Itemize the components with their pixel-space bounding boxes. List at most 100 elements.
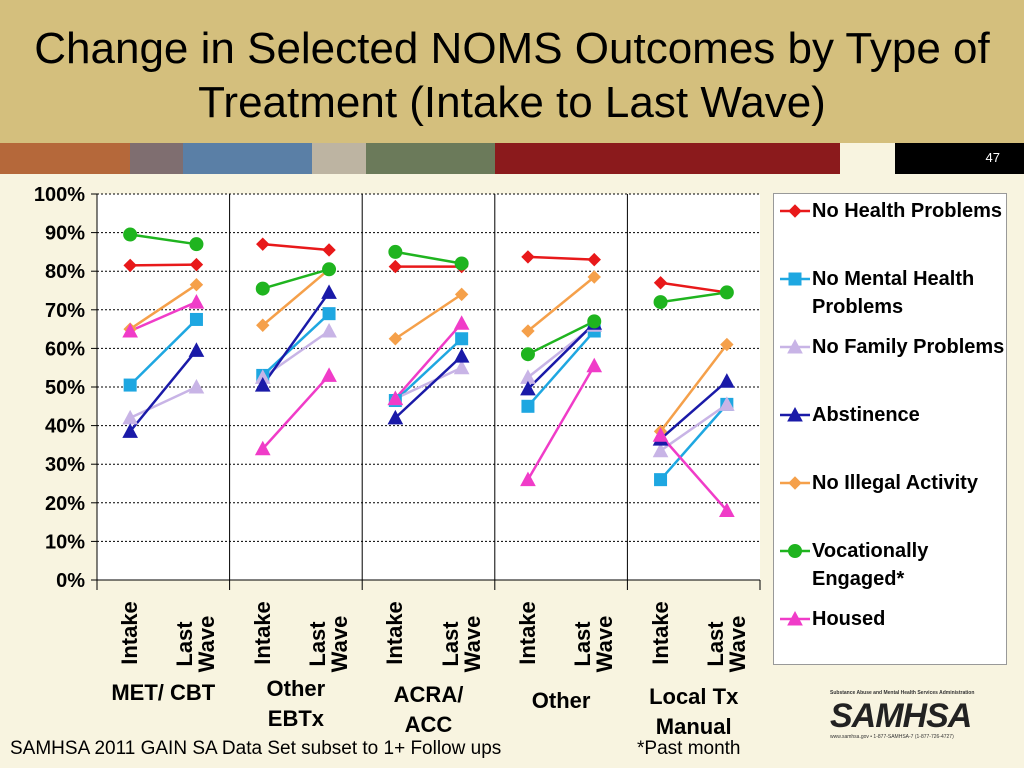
marker <box>256 237 270 251</box>
marker <box>321 284 337 299</box>
group-label: Other EBTx <box>266 676 326 731</box>
legend-keys <box>780 204 810 626</box>
marker <box>123 258 137 273</box>
marker <box>454 287 469 302</box>
x-tick-label: Last Wave <box>437 615 485 673</box>
marker <box>123 227 138 242</box>
marker <box>387 390 404 406</box>
y-tick-label: 30% <box>45 454 85 476</box>
marker <box>188 294 205 309</box>
marker <box>254 377 271 392</box>
marker <box>587 314 602 329</box>
marker <box>652 427 669 442</box>
series-line <box>394 293 463 340</box>
stripe <box>840 143 895 174</box>
x-tick-label: Last Wave <box>172 615 220 673</box>
series-line <box>129 318 198 386</box>
marker <box>189 312 203 326</box>
chart-title: Change in Selected NOMS Outcomes by Type… <box>34 24 990 127</box>
page-number: 47 <box>985 150 1000 165</box>
marker <box>521 250 535 264</box>
group-label: Other <box>531 688 591 713</box>
logo-name: SAMHSA <box>830 697 972 735</box>
series-line <box>262 242 330 252</box>
footnote: SAMHSA 2011 GAIN SA Data Set subset to 1… <box>10 738 502 759</box>
series-line <box>660 291 728 304</box>
legend-label: Housed <box>812 608 886 630</box>
legend-label: No Mental Health Problems <box>812 268 975 318</box>
marker <box>521 399 535 413</box>
series-line <box>394 355 463 419</box>
x-tick-label: Intake <box>647 601 673 665</box>
marker <box>322 307 336 321</box>
marker <box>787 610 803 626</box>
marker <box>321 367 337 382</box>
marker <box>453 348 470 363</box>
marker <box>122 322 138 338</box>
series-line <box>129 300 197 333</box>
marker <box>123 378 137 392</box>
x-tick-label: Last Wave <box>305 615 353 673</box>
logo-tagline: Substance Abuse and Mental Health Servic… <box>830 690 975 696</box>
series-line <box>129 385 197 420</box>
series-line <box>261 268 330 327</box>
marker <box>520 471 536 487</box>
marker <box>256 318 270 332</box>
marker <box>189 237 204 252</box>
series-line <box>659 403 728 481</box>
x-tick-label: Intake <box>117 601 143 665</box>
marker <box>387 409 404 425</box>
marker <box>788 272 802 286</box>
marker <box>719 396 735 411</box>
x-tick-label: Last Wave <box>702 615 750 673</box>
marker <box>587 252 601 267</box>
marker <box>787 338 803 354</box>
marker <box>453 359 470 375</box>
series-line <box>129 233 197 246</box>
series-line <box>394 337 463 402</box>
stripe <box>366 143 495 174</box>
marker <box>520 380 536 396</box>
legend-label: No Illegal Activity <box>812 472 978 494</box>
series-line <box>262 268 330 290</box>
legend-label: Vocationally Engaged* <box>812 540 929 590</box>
x-tick-label: Last Wave <box>570 615 618 673</box>
x-tick-label: Intake <box>382 601 408 665</box>
stripe <box>130 143 183 174</box>
marker <box>189 278 204 292</box>
marker <box>254 440 271 456</box>
marker <box>788 204 802 218</box>
marker <box>453 315 470 330</box>
marker <box>587 270 601 284</box>
marker <box>388 259 403 274</box>
series-line <box>659 434 728 512</box>
marker <box>521 324 535 338</box>
marker <box>719 373 735 388</box>
legend: No Health Problems No Mental Health Probl… <box>773 193 1007 665</box>
marker <box>388 244 403 259</box>
stripe <box>0 143 130 174</box>
stripe <box>183 143 312 174</box>
series-line <box>394 366 463 400</box>
marker <box>520 347 535 362</box>
series-line <box>129 283 198 331</box>
marker <box>653 276 668 290</box>
series-line <box>129 349 198 433</box>
marker <box>719 285 734 300</box>
marker <box>322 243 336 257</box>
y-tick-label: 0% <box>56 570 85 592</box>
logo-contact: www.samhsa.gov • 1-877-SAMHSA-7 (1-877-7… <box>830 734 954 740</box>
series-line <box>659 343 728 433</box>
y-tick-label: 70% <box>45 300 85 322</box>
note: *Past month <box>637 738 741 759</box>
group-label: ACRA/ ACC <box>393 682 464 737</box>
marker <box>787 406 803 422</box>
marker <box>654 473 668 487</box>
marker <box>188 378 205 394</box>
series-line <box>526 365 596 481</box>
marker <box>653 295 668 310</box>
series-line <box>660 281 728 294</box>
marker <box>788 544 802 558</box>
